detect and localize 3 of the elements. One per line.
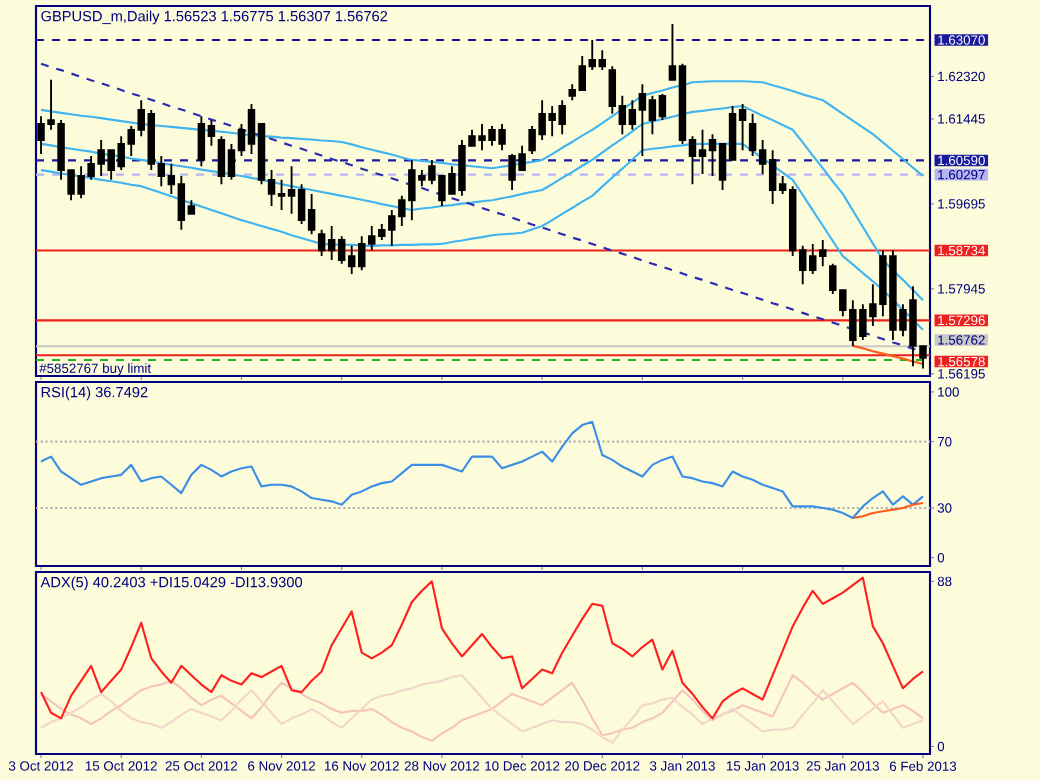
line-series: [851, 501, 925, 519]
line-series: [851, 344, 925, 365]
line-series: [39, 576, 925, 720]
